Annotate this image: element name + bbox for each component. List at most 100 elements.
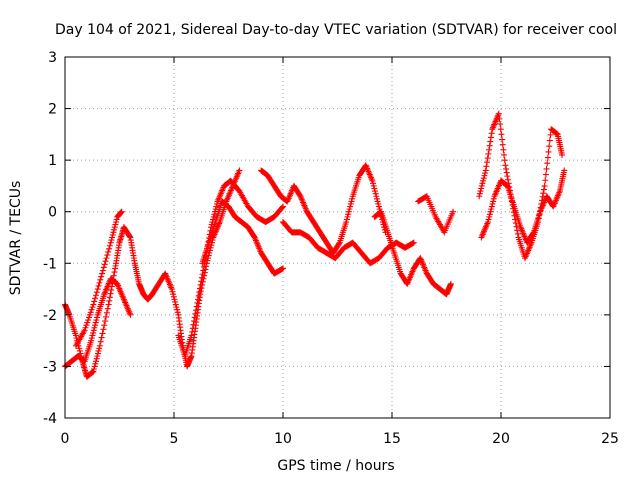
data-point — [169, 288, 176, 295]
data-point — [343, 219, 350, 226]
data-point — [112, 221, 119, 228]
data-point — [174, 306, 181, 313]
data-point — [490, 198, 497, 205]
data-point — [111, 226, 118, 233]
data-point — [487, 138, 494, 145]
data-point — [207, 244, 214, 251]
data-point — [111, 224, 118, 231]
data-point — [90, 366, 97, 373]
data-point — [476, 190, 483, 197]
data-point — [488, 130, 495, 137]
data-point — [503, 165, 510, 172]
data-point — [346, 206, 353, 213]
data-point — [104, 252, 111, 259]
data-point — [92, 322, 99, 329]
data-point — [501, 157, 508, 164]
data-point — [499, 136, 506, 143]
data-point — [87, 309, 94, 316]
data-point — [370, 182, 377, 189]
data-point — [373, 195, 380, 202]
data-point — [106, 242, 113, 249]
data-point — [103, 255, 110, 262]
data-point — [199, 271, 206, 278]
x-tick-label: 10 — [274, 431, 292, 447]
data-point — [347, 200, 354, 207]
chart-title: Day 104 of 2021, Sidereal Day-to-day VTE… — [55, 22, 617, 38]
data-point — [96, 279, 103, 286]
data-point — [478, 182, 485, 189]
data-point — [370, 180, 377, 187]
data-point — [92, 295, 99, 302]
data-point — [497, 121, 504, 128]
data-point — [105, 301, 112, 308]
data-point — [476, 193, 483, 200]
data-point — [95, 347, 102, 354]
data-point — [104, 305, 111, 312]
data-point — [503, 169, 510, 176]
data-point — [369, 177, 376, 184]
data-point — [118, 208, 125, 215]
data-point — [171, 296, 178, 303]
data-point — [495, 110, 502, 117]
data-point — [488, 206, 495, 213]
data-point — [98, 334, 105, 341]
data-point — [200, 267, 207, 274]
data-point — [189, 325, 196, 332]
data-point — [106, 297, 113, 304]
data-point — [480, 177, 487, 184]
data-point — [483, 163, 490, 170]
data-point — [107, 239, 114, 246]
data-point — [191, 318, 198, 325]
x-tick-label: 0 — [61, 431, 70, 447]
data-point — [480, 175, 487, 182]
data-point — [170, 291, 177, 298]
data-point — [546, 137, 553, 144]
plot-frame — [64, 56, 611, 419]
data-point — [102, 318, 109, 325]
data-point — [94, 286, 101, 293]
data-point — [500, 146, 507, 153]
data-point — [93, 317, 100, 324]
data-point — [168, 286, 175, 293]
data-point — [236, 167, 243, 174]
data-point — [196, 285, 203, 292]
data-point — [210, 213, 217, 220]
data-point — [487, 208, 494, 215]
data-point — [193, 307, 200, 314]
data-point — [107, 290, 114, 297]
data-point — [372, 190, 379, 197]
data-point — [126, 233, 133, 240]
data-point — [108, 237, 115, 244]
data-point — [496, 115, 503, 122]
data-point — [193, 303, 200, 310]
data-point — [108, 287, 115, 294]
data-point — [296, 192, 303, 199]
y-tick-labels: -4 -3 -2 -1 0 1 2 3 — [43, 50, 57, 427]
data-point — [91, 324, 98, 331]
data-point — [542, 177, 549, 184]
x-tick-label: 5 — [170, 431, 179, 447]
data-point — [504, 173, 511, 180]
data-point — [91, 363, 98, 370]
data-point — [546, 143, 553, 150]
data-point — [197, 281, 204, 288]
data-point — [373, 193, 380, 200]
data-point — [111, 269, 118, 276]
data-point — [92, 319, 99, 326]
data-point — [486, 142, 493, 149]
data-point — [88, 335, 95, 342]
data-point — [375, 200, 382, 207]
data-point — [561, 167, 568, 174]
data-point — [192, 310, 199, 317]
data-point — [195, 292, 202, 299]
data-point — [91, 298, 98, 305]
data-point — [544, 160, 551, 167]
x-tick-label: 20 — [492, 431, 510, 447]
data-point — [251, 233, 258, 240]
data-point — [213, 203, 220, 210]
y-tick-label: -1 — [43, 256, 57, 272]
data-point — [88, 337, 95, 344]
data-point — [83, 322, 90, 329]
data-point — [343, 216, 350, 223]
